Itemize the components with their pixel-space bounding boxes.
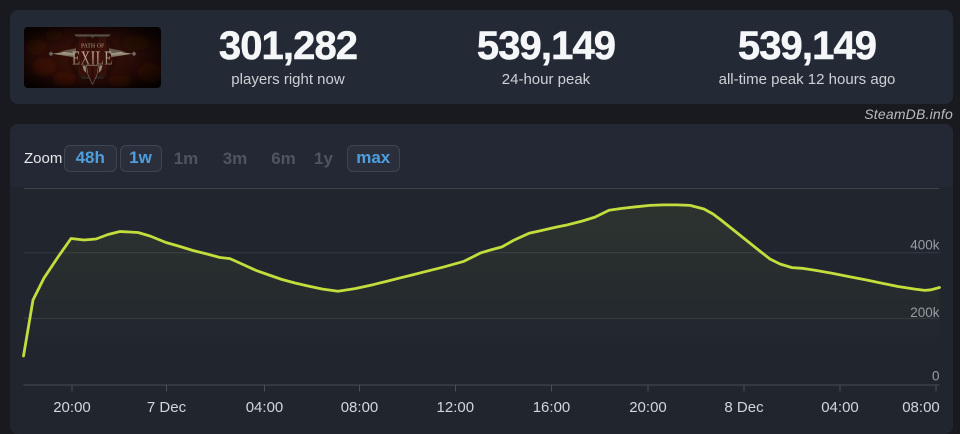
svg-text:04:00: 04:00 <box>821 399 859 416</box>
svg-text:04:00: 04:00 <box>246 399 284 416</box>
svg-text:8 Dec: 8 Dec <box>724 399 764 416</box>
svg-text:20:00: 20:00 <box>629 399 667 416</box>
svg-text:7 Dec: 7 Dec <box>147 399 187 416</box>
svg-text:0: 0 <box>932 369 940 384</box>
svg-text:08:00: 08:00 <box>902 399 940 416</box>
svg-text:16:00: 16:00 <box>533 399 571 416</box>
svg-text:20:00: 20:00 <box>53 399 91 416</box>
svg-text:12:00: 12:00 <box>437 399 475 416</box>
svg-text:200k: 200k <box>910 305 940 320</box>
svg-text:400k: 400k <box>910 238 940 253</box>
svg-text:08:00: 08:00 <box>341 399 379 416</box>
